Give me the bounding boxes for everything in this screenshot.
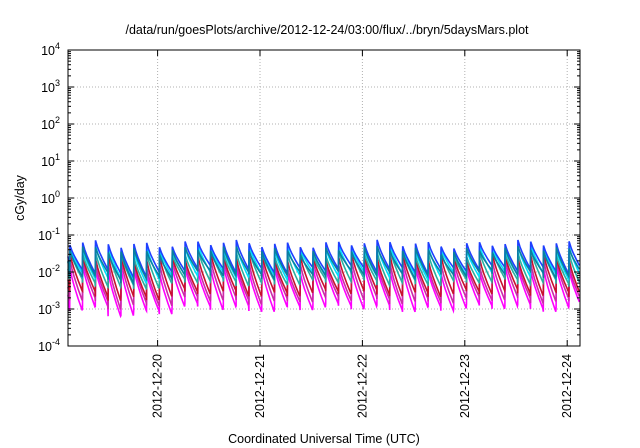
- axis-ticks: [68, 49, 580, 347]
- y-tick-label: 10-1: [38, 226, 60, 243]
- x-tick-labels: 2012-12-20 2012-12-21 2012-12-22 2012-12-23…: [151, 354, 575, 418]
- y-tick-exponent: 4: [55, 41, 60, 51]
- x-tick-label: 2012-12-24: [560, 354, 574, 418]
- y-tick-label: 102: [41, 115, 60, 132]
- x-tick-label: 2012-12-21: [253, 354, 267, 418]
- y-tick-label: 100: [41, 189, 60, 206]
- plot-series: [67, 239, 581, 319]
- y-tick-exponent: 2: [55, 115, 60, 125]
- y-tick-label: 10-3: [38, 300, 60, 317]
- y-tick-label: 103: [41, 78, 60, 95]
- chart-title: /data/run/goesPlots/archive/2012-12-24/0…: [125, 23, 529, 37]
- y-tick-exponent: -1: [52, 226, 60, 236]
- y-axis-label: cGy/day: [13, 174, 27, 221]
- x-tick-label: 2012-12-20: [151, 354, 165, 418]
- y-tick-exponent: 1: [55, 152, 60, 162]
- x-tick-label: 2012-12-23: [458, 354, 472, 418]
- y-tick-exponent: -2: [52, 263, 60, 273]
- x-tick-label: 2012-12-22: [355, 354, 369, 418]
- y-tick-label: 101: [41, 152, 60, 169]
- series-line: [67, 239, 581, 280]
- y-tick-label: 10-2: [38, 263, 60, 280]
- x-axis-label: Coordinated Universal Time (UTC): [228, 432, 420, 446]
- y-tick-exponent: -3: [52, 300, 60, 310]
- y-tick-label: 10-4: [38, 337, 60, 354]
- y-tick-exponent: 0: [55, 189, 60, 199]
- y-tick-label: 104: [41, 41, 60, 58]
- y-tick-exponent: -4: [52, 337, 60, 347]
- y-tick-exponent: 3: [55, 78, 60, 88]
- series-line: [67, 245, 581, 287]
